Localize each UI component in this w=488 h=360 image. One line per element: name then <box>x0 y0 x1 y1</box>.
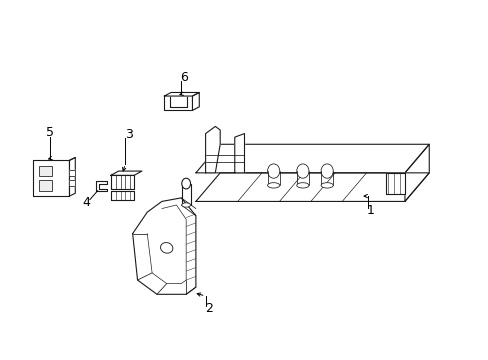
Text: 5: 5 <box>46 126 54 139</box>
Text: 4: 4 <box>82 195 90 209</box>
Polygon shape <box>132 198 196 294</box>
Polygon shape <box>404 144 428 202</box>
Polygon shape <box>234 134 244 173</box>
Ellipse shape <box>321 164 332 178</box>
Text: 6: 6 <box>180 71 187 84</box>
Polygon shape <box>192 93 199 111</box>
Polygon shape <box>69 180 75 186</box>
Polygon shape <box>111 175 134 189</box>
Ellipse shape <box>321 183 332 188</box>
Polygon shape <box>196 173 428 202</box>
Ellipse shape <box>296 183 308 188</box>
Polygon shape <box>69 157 75 196</box>
Polygon shape <box>111 191 134 200</box>
Bar <box>39 180 52 191</box>
Polygon shape <box>196 144 428 173</box>
Text: 2: 2 <box>205 302 213 315</box>
Ellipse shape <box>296 164 308 178</box>
Ellipse shape <box>267 183 279 188</box>
Ellipse shape <box>182 178 190 189</box>
Ellipse shape <box>267 164 279 178</box>
Ellipse shape <box>160 243 173 253</box>
Polygon shape <box>96 181 107 192</box>
Polygon shape <box>33 160 69 196</box>
Text: 3: 3 <box>124 128 132 141</box>
Polygon shape <box>205 126 220 173</box>
Polygon shape <box>385 173 404 194</box>
Polygon shape <box>164 93 199 96</box>
Bar <box>39 166 52 176</box>
Polygon shape <box>69 170 75 176</box>
Ellipse shape <box>182 203 190 207</box>
Polygon shape <box>111 171 142 175</box>
Text: 1: 1 <box>366 204 374 217</box>
